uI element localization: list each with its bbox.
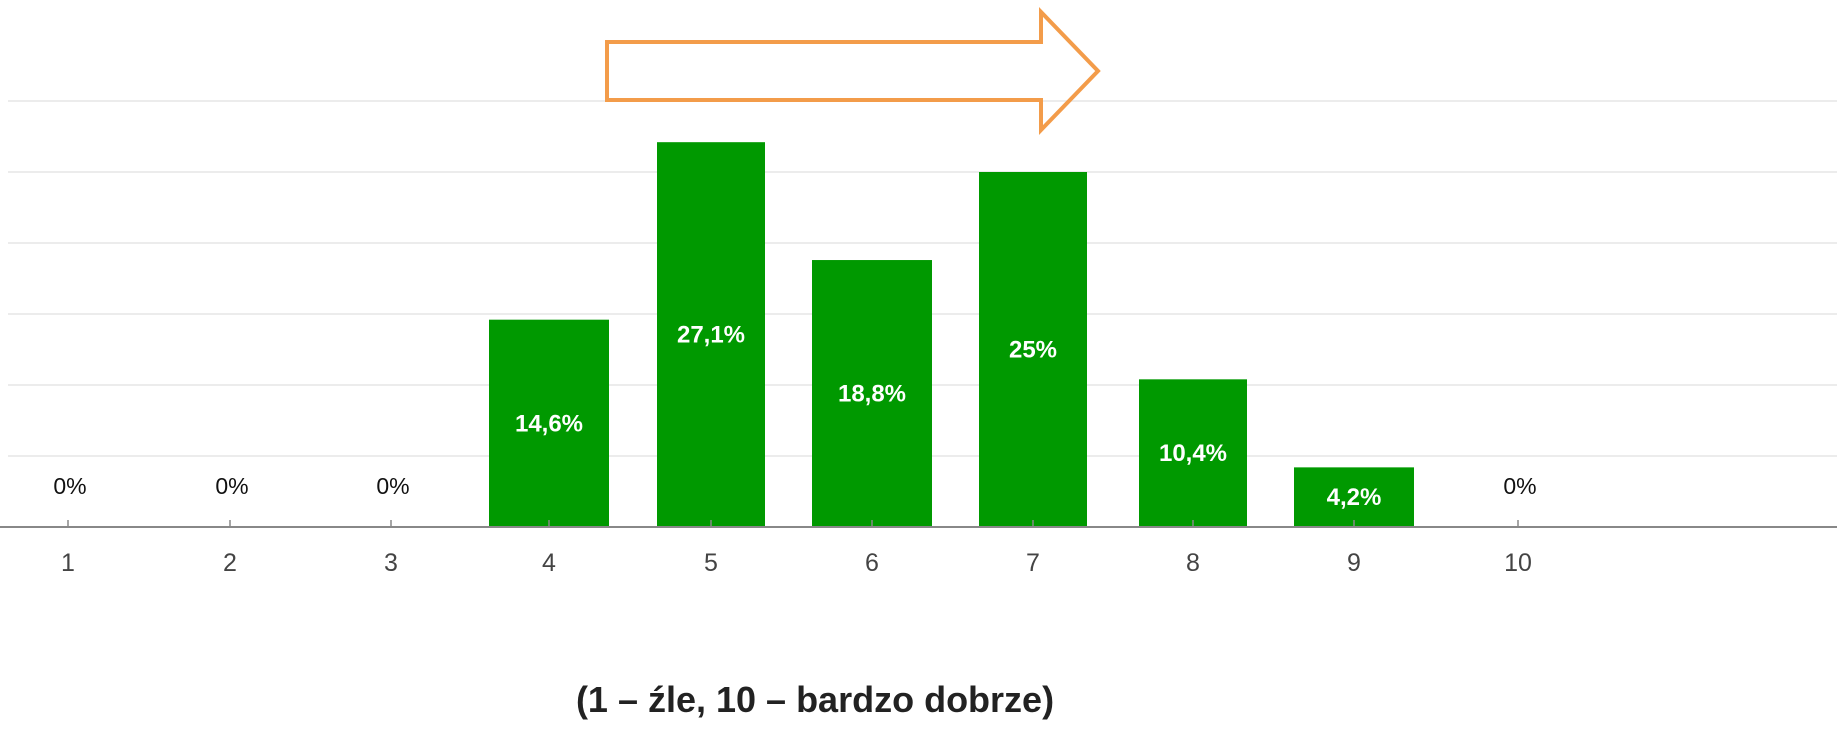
- tick-label: 1: [61, 549, 75, 577]
- bar-6: [812, 260, 932, 527]
- bars: [489, 142, 1414, 527]
- bar-value-label: 27,1%: [677, 322, 745, 349]
- bar-4: [489, 319, 609, 527]
- x-axis-ticks: 1 2 3 4 5 6 7 8 9 10: [61, 520, 1532, 577]
- tick-label: 2: [223, 549, 237, 577]
- bar-value-label: 0%: [215, 473, 248, 499]
- bar-value-label: 0%: [53, 473, 86, 499]
- tick-label: 6: [865, 549, 879, 577]
- bar-8: [1139, 379, 1247, 527]
- tick-label: 9: [1347, 549, 1361, 577]
- bar-9: [1294, 467, 1414, 527]
- x-axis-title: (1 – źle, 10 – bardzo dobrze): [576, 679, 1054, 720]
- bar-value-label: 18,8%: [838, 381, 906, 408]
- tick-label: 3: [384, 549, 398, 577]
- tick-label: 4: [542, 549, 556, 577]
- bar-labels: 0% 0% 0% 14,6% 27,1% 18,8% 25% 10,4% 4,2% 0%: [53, 322, 1536, 512]
- bar-7: [979, 172, 1087, 527]
- bar-value-label: 4,2%: [1327, 484, 1382, 511]
- tick-label: 5: [704, 549, 718, 577]
- bar-value-label: 14,6%: [515, 410, 583, 437]
- bar-value-label: 25%: [1009, 337, 1057, 364]
- arrow-right-icon: [605, 7, 1101, 135]
- bar-value-label: 0%: [376, 473, 409, 499]
- tick-label: 7: [1026, 549, 1040, 577]
- bar-value-label: 10,4%: [1159, 440, 1227, 467]
- tick-label: 8: [1186, 549, 1200, 577]
- bar-5: [657, 142, 765, 527]
- tick-label: 10: [1504, 549, 1532, 577]
- bar-value-label: 0%: [1503, 473, 1536, 499]
